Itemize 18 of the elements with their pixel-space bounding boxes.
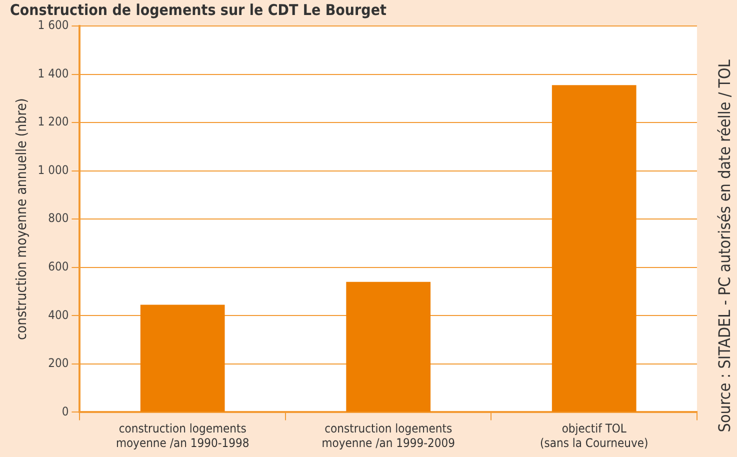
bar [140,304,225,412]
y-tick-label: 1 200 [38,114,69,129]
source-note: Source : SITADEL - PC autorisés en date réelle / TOL [715,60,734,432]
y-tick-label: 200 [48,356,69,370]
y-tick-label: 800 [48,211,69,226]
x-tick-label: objectif TOL (sans la Courneuve) [540,422,648,450]
bar [346,282,431,412]
x-tick-label: construction logements moyenne /an 1999-2009 [322,422,456,450]
y-tick-label: 0 [62,404,69,418]
y-axis-title: construction moyenne annuelle (nbre) [14,98,30,340]
y-tick-label: 1 600 [38,18,69,32]
chart-title: Construction de logements sur le CDT Le Bourget [10,0,387,19]
y-tick-label: 1 000 [38,162,69,177]
bar [552,85,636,412]
y-tick-label: 400 [48,308,69,322]
y-tick-label: 1 400 [38,66,69,80]
x-tick-label: construction logements moyenne /an 1990-1998 [116,422,250,450]
y-tick-label: 600 [48,260,69,274]
